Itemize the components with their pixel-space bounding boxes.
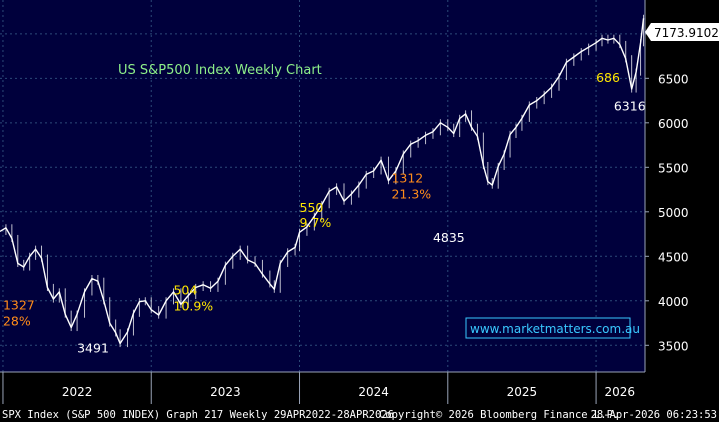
spx-close-line bbox=[0, 18, 645, 345]
annotation-label: 9.7% bbox=[300, 215, 332, 230]
x-tick-label: 2023 bbox=[210, 385, 241, 399]
x-tick-label: 2022 bbox=[62, 385, 93, 399]
annotation-label: 6316 bbox=[614, 98, 646, 113]
x-axis: 2022 2023 2024 2025 2026 bbox=[2, 372, 636, 404]
chart-title: US S&P500 Index Weekly Chart bbox=[118, 63, 322, 78]
annotation-label: 21.3% bbox=[391, 186, 431, 201]
footer-copyright: Copyright© 2026 Bloomberg Finance L.P. bbox=[379, 409, 619, 421]
annotation-label: 550 bbox=[300, 200, 324, 215]
annotation-label: 10.9% bbox=[173, 299, 213, 314]
annotation-label: 1327 bbox=[3, 298, 35, 313]
last-price-value: 7173.9102 bbox=[654, 26, 719, 40]
x-tick-label: 2026 bbox=[605, 385, 636, 399]
annotation-label: 686 bbox=[596, 70, 620, 85]
watermark-border bbox=[465, 317, 631, 339]
watermark-link[interactable]: www.marketmatters.com.au bbox=[470, 322, 640, 336]
y-tick-label: 5500 bbox=[658, 161, 689, 175]
grid-lines bbox=[0, 0, 645, 372]
x-tick-label: 2024 bbox=[358, 385, 389, 399]
y-axis: 35004000450050005500600065007000 bbox=[645, 28, 689, 353]
x-tick-label: 2025 bbox=[507, 385, 538, 399]
annotation-label: 1312 bbox=[391, 170, 423, 185]
last-price-background bbox=[645, 23, 719, 41]
plot-area bbox=[0, 0, 645, 372]
watermark-box[interactable]: www.marketmatters.com.au bbox=[465, 317, 640, 339]
annotation-label: 3491 bbox=[77, 340, 109, 355]
last-price-tag: 7173.9102 bbox=[645, 23, 719, 41]
annotation-label: 504 bbox=[173, 283, 197, 298]
annotation-label: 28% bbox=[3, 314, 31, 329]
y-tick-label: 3500 bbox=[658, 339, 689, 353]
price-series bbox=[0, 18, 645, 345]
footer-security-info: SPX Index (S&P 500 INDEX) Graph 217 Week… bbox=[2, 409, 394, 421]
y-tick-label: 6500 bbox=[658, 72, 689, 86]
annotation-label: 4835 bbox=[433, 230, 465, 245]
footer-timestamp: 28-Apr-2026 06:23:53 bbox=[591, 409, 717, 421]
y-tick-label: 4000 bbox=[658, 295, 689, 309]
y-tick-label: 4500 bbox=[658, 250, 689, 264]
y-tick-label: 5000 bbox=[658, 206, 689, 220]
y-tick-label: 6000 bbox=[658, 117, 689, 131]
